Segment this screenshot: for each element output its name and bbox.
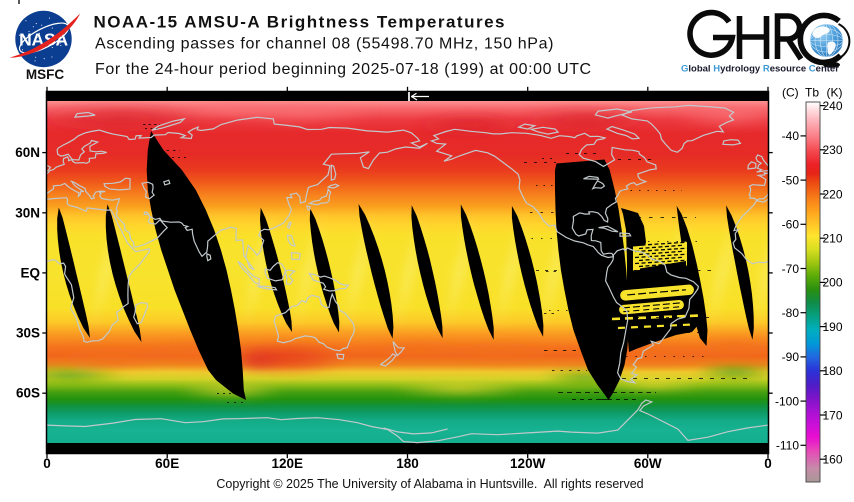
svg-text:-100: -100 xyxy=(775,394,799,408)
svg-text:230: 230 xyxy=(823,143,843,157)
svg-text:Ascending passes for channel 0: Ascending passes for channel 08 (55498.7… xyxy=(95,36,554,53)
svg-text:0: 0 xyxy=(764,456,772,471)
svg-text:EQ: EQ xyxy=(20,265,40,280)
svg-text:MSFC: MSFC xyxy=(26,67,64,82)
svg-text:120E: 120E xyxy=(272,456,304,471)
svg-text:For the 24-hour period beginni: For the 24-hour period beginning 2025-07… xyxy=(95,61,592,78)
svg-text:-50: -50 xyxy=(782,173,800,187)
svg-text:30S: 30S xyxy=(16,326,40,341)
svg-text:60W: 60W xyxy=(634,456,662,471)
svg-text:-110: -110 xyxy=(776,439,799,453)
svg-text:-60: -60 xyxy=(782,218,800,232)
svg-text:Global Hydrology Resource Cent: Global Hydrology Resource Center xyxy=(681,64,839,75)
svg-text:(C): (C) xyxy=(782,86,799,100)
svg-text:220: 220 xyxy=(823,187,843,201)
svg-text:Tb: Tb xyxy=(805,86,819,100)
svg-text:-90: -90 xyxy=(782,350,800,364)
svg-text:210: 210 xyxy=(823,232,843,246)
svg-text:Copyright © 2025 The Universit: Copyright © 2025 The University of Alaba… xyxy=(216,477,643,491)
svg-text:0: 0 xyxy=(43,456,51,471)
svg-text:-40: -40 xyxy=(782,129,800,143)
svg-text:190: 190 xyxy=(823,320,843,334)
svg-text:240: 240 xyxy=(823,99,843,113)
svg-text:180: 180 xyxy=(396,456,419,471)
svg-text:(K): (K) xyxy=(827,86,843,100)
svg-text:200: 200 xyxy=(823,276,843,290)
svg-text:60E: 60E xyxy=(155,456,179,471)
svg-text:120W: 120W xyxy=(510,456,546,471)
svg-text:60S: 60S xyxy=(16,386,40,401)
svg-text:NOAA-15 AMSU-A Brightness Temp: NOAA-15 AMSU-A Brightness Temperatures xyxy=(94,13,507,32)
svg-text:180: 180 xyxy=(823,364,843,378)
svg-text:-70: -70 xyxy=(782,262,800,276)
svg-text:160: 160 xyxy=(823,453,843,467)
svg-text:60N: 60N xyxy=(15,145,40,160)
svg-text:-80: -80 xyxy=(782,306,800,320)
svg-text:30N: 30N xyxy=(15,205,40,220)
svg-text:170: 170 xyxy=(823,408,843,422)
